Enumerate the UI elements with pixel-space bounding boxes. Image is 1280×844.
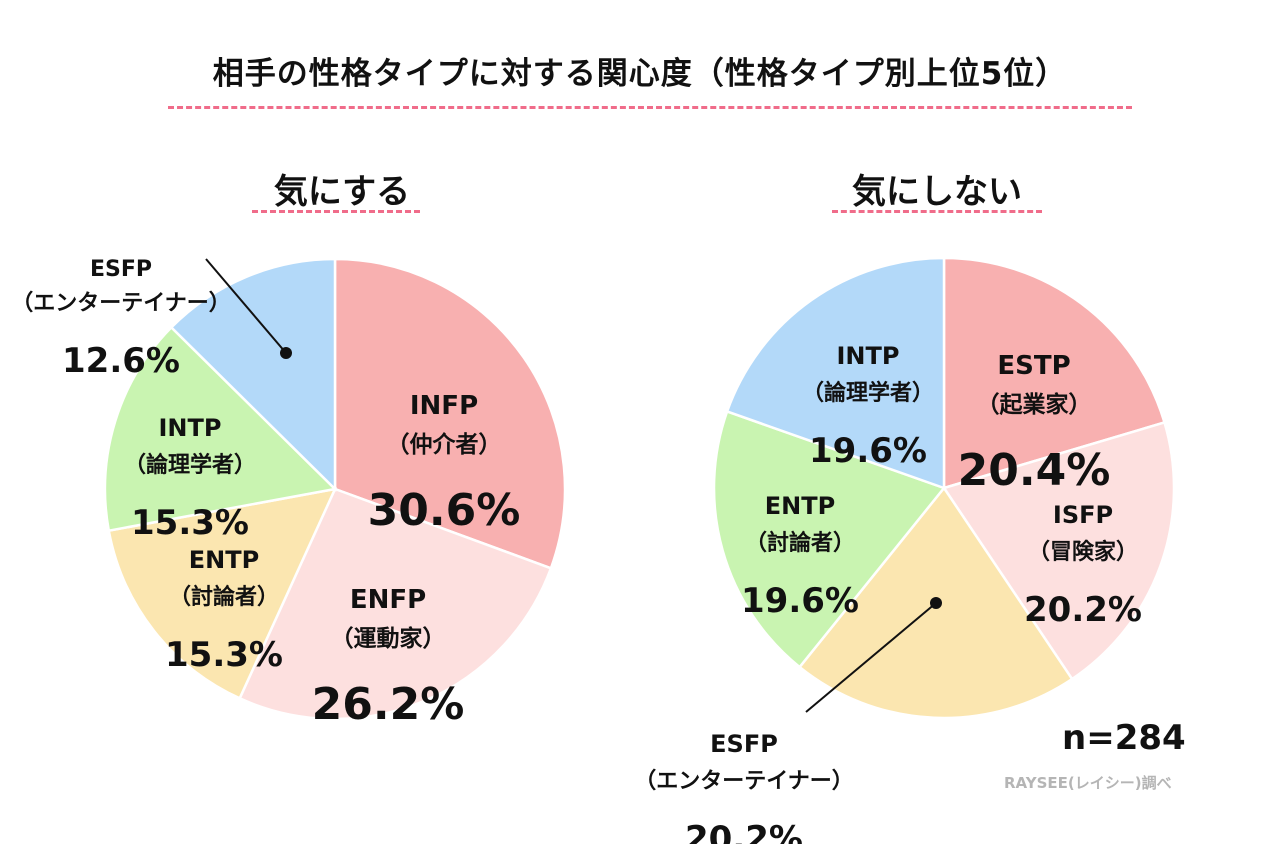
- left-chart-title: 気にする: [273, 172, 411, 212]
- slice-value-esfp: 12.6%: [62, 341, 180, 381]
- pie-slice-isfp: [942, 420, 1176, 681]
- slice-sublabel-entp: （討論者）: [169, 584, 279, 610]
- callout-dot: [280, 347, 292, 359]
- slice-value-enfp: 26.2%: [312, 679, 465, 730]
- slice-label-entp: ENTP: [765, 492, 835, 520]
- slice-sublabel-estp: （起業家）: [977, 391, 1092, 418]
- slice-sublabel-isfp: （冒険家）: [1028, 539, 1138, 565]
- pie-slice-enfp: [238, 487, 553, 721]
- sample-size: n=284: [1062, 718, 1186, 758]
- right-chart-title: 気にしない: [852, 172, 1022, 212]
- title-underline: [168, 106, 1132, 109]
- pie-slice-intp: [103, 325, 338, 533]
- slice-label-entp: ENTP: [189, 546, 259, 574]
- source-credit: RAYSEE(レイシー)調べ: [1004, 774, 1172, 792]
- slice-label-estp: ESTP: [997, 351, 1070, 381]
- slice-sublabel-enfp: （運動家）: [331, 625, 446, 652]
- slice-sublabel-infp: （仲介者）: [387, 431, 502, 458]
- slice-sublabel-esfp: （エンターテイナー）: [634, 769, 854, 794]
- slice-value-entp: 19.6%: [741, 581, 859, 621]
- callout-dot: [930, 597, 942, 609]
- pie-slice-estp: [942, 256, 1167, 490]
- left-title-underline: [252, 210, 420, 213]
- right-title-underline: [832, 210, 1042, 213]
- pie-slice-esfp: [169, 257, 337, 492]
- slice-label-esfp: ESFP: [90, 257, 152, 282]
- slice-label-infp: INFP: [410, 391, 478, 421]
- pie-slice-infp: [333, 257, 567, 570]
- slice-value-esfp: 20.2%: [685, 819, 803, 844]
- callout-line: [805, 602, 937, 713]
- left-pie-labels: INFP （仲介者） 30.6% ENFP （運動家） 26.2% ENTP （討論者） 15.…: [11, 257, 520, 730]
- right-pie-labels: ESTP （起業家） 20.4% ISFP （冒険家） 20.2% ESFP （エンターテイナ…: [634, 342, 1142, 844]
- slice-value-isfp: 20.2%: [1024, 590, 1142, 630]
- slice-value-intp: 19.6%: [809, 431, 927, 471]
- left-pie: [103, 257, 567, 721]
- slice-value-entp: 15.3%: [165, 635, 283, 675]
- chart-title: 相手の性格タイプに対する関心度（性格タイプ別上位5位）: [212, 56, 1068, 92]
- slice-sublabel-intp: （論理学者）: [802, 380, 934, 406]
- slice-label-enfp: ENFP: [350, 585, 426, 615]
- slice-value-intp: 15.3%: [131, 503, 249, 543]
- slice-label-isfp: ISFP: [1053, 501, 1113, 529]
- pie-slice-entp: [107, 487, 338, 700]
- pie-slice-intp: [725, 256, 946, 490]
- slice-sublabel-esfp: （エンターテイナー）: [11, 291, 231, 316]
- slice-sublabel-entp: （討論者）: [745, 530, 855, 556]
- slice-value-infp: 30.6%: [368, 485, 521, 536]
- slice-label-intp: INTP: [159, 414, 222, 442]
- callout-line: [205, 258, 287, 354]
- slice-sublabel-intp: （論理学者）: [124, 452, 256, 478]
- slice-label-intp: INTP: [837, 342, 900, 370]
- slice-label-esfp: ESFP: [710, 730, 778, 758]
- slice-value-estp: 20.4%: [958, 445, 1111, 496]
- pie-slice-entp: [712, 409, 947, 669]
